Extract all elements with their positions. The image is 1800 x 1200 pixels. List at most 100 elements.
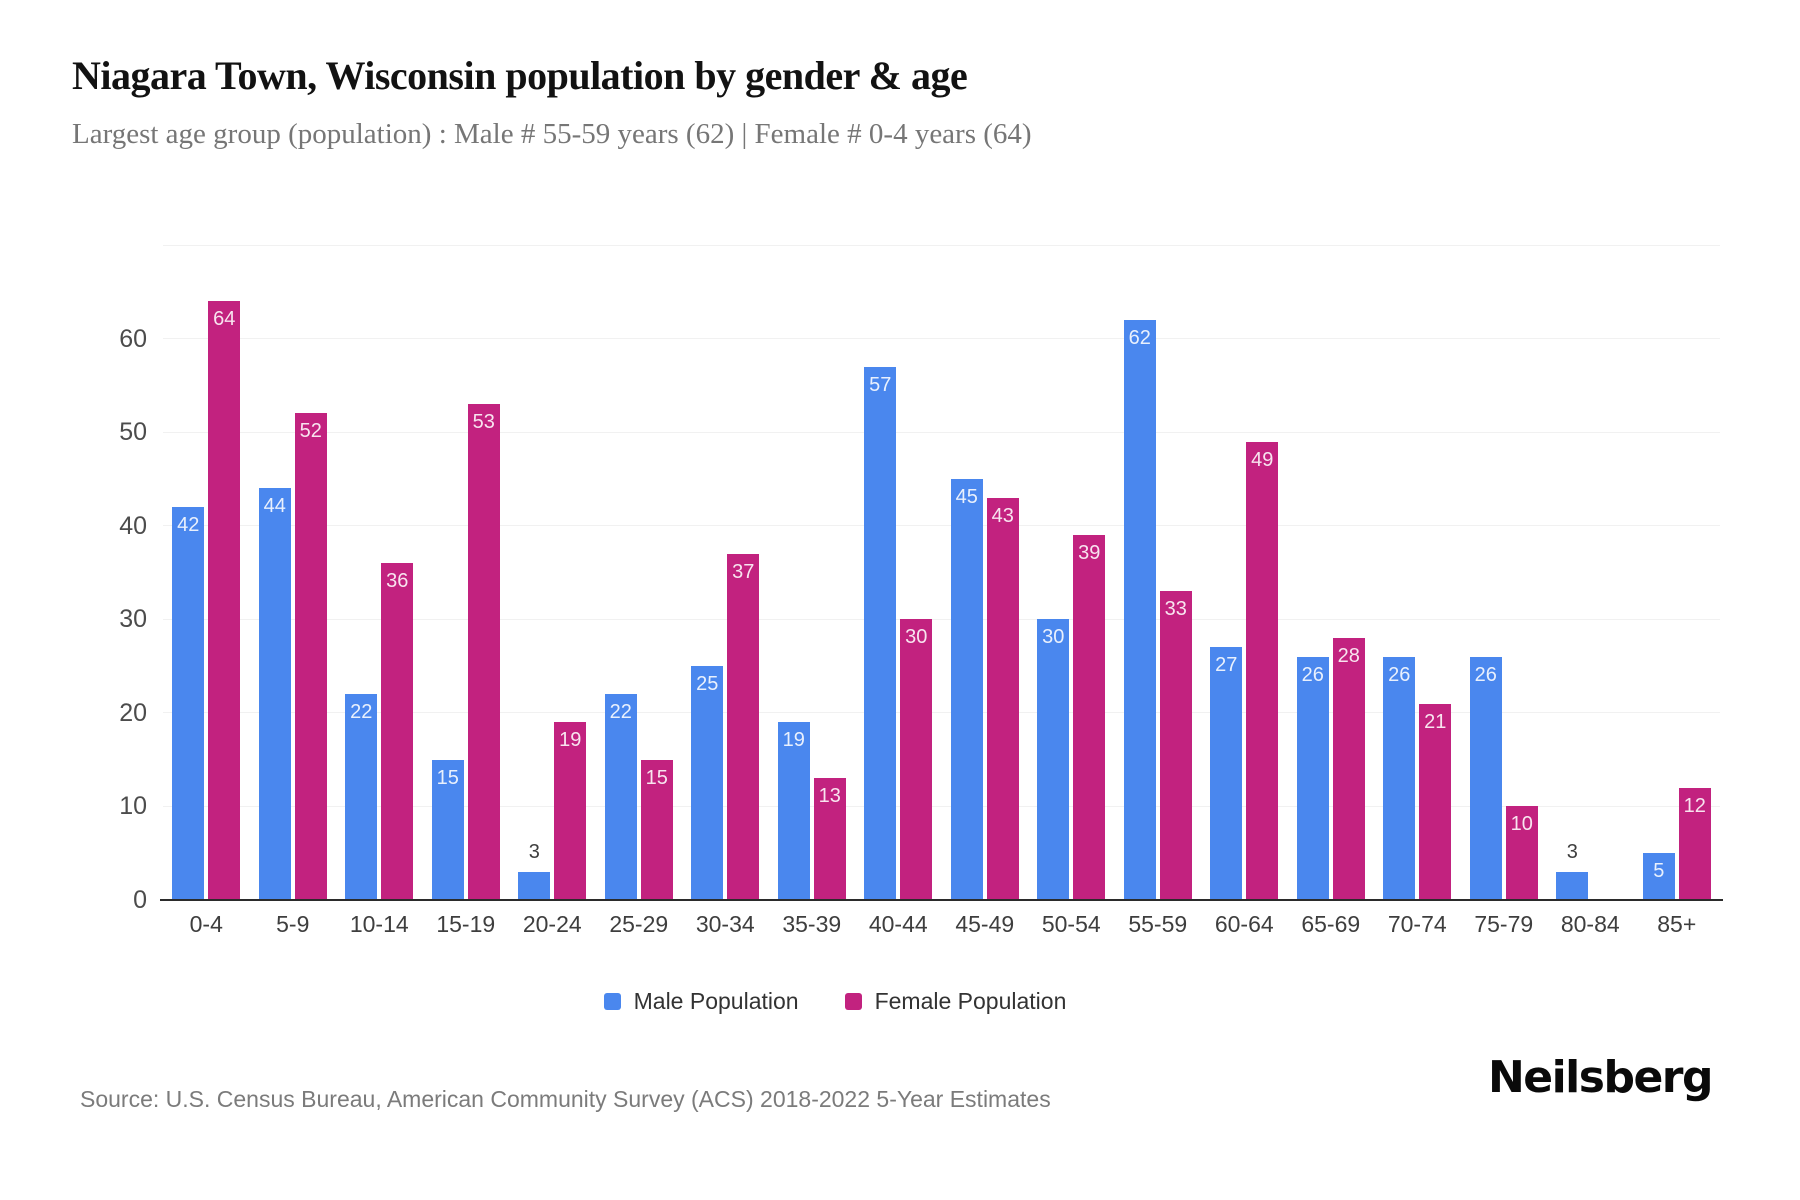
bar-value-label: 15 [436,766,459,789]
bar-female-25-29[interactable]: 15 [640,759,673,900]
bar-value-label: 52 [299,420,322,443]
bar-group-50-54: 30 39 50-54 [1028,245,1115,937]
bar-group-25-29: 22 15 25-29 [596,245,683,937]
x-axis-label-85-: 85+ [1657,911,1697,937]
x-axis-label-30-34: 30-34 [695,911,755,937]
bar-male-85-[interactable]: 5 [1642,853,1675,900]
bar-female-5-9[interactable]: 52 [294,413,327,900]
x-axis-label-35-39: 35-39 [782,911,842,937]
bar-value-label: 37 [732,560,755,583]
bar-group-10-14: 22 36 10-14 [336,245,423,937]
bar-female-10-14[interactable]: 36 [381,563,414,900]
bar-value-label: 27 [1215,654,1238,677]
bar-female-55-59[interactable]: 33 [1159,591,1192,900]
legend-swatch-icon [844,993,862,1010]
bar-male-70-74[interactable]: 26 [1383,656,1416,900]
bar-female-75-79[interactable]: 10 [1505,806,1538,900]
bar-group-0-4: 42 64 0-4 [163,245,250,937]
legend-label: Female Population [874,988,1067,1014]
bar-value-label: 42 [177,514,200,536]
x-axis-label-20-24: 20-24 [522,911,582,937]
x-axis-label-15-19: 15-19 [436,911,496,937]
bar-male-20-24[interactable] [518,871,551,900]
bar-female-40-44[interactable]: 30 [900,619,933,900]
legend-label: Male Population [633,988,799,1014]
bar-value-label: 10 [1510,813,1533,836]
bar-group-45-49: 45 43 45-49 [942,245,1029,937]
bar-male-10-14[interactable]: 22 [345,694,378,900]
x-axis-label-40-44: 40-44 [868,911,928,937]
bar-chart-plot-area: 0 10 20 30 40 50 60 42 64 0-4 44 52 5-9 22 36 10-14 15 53… [119,244,1723,937]
bar-female-65-69[interactable]: 28 [1332,638,1365,900]
bar-female-70-74[interactable]: 21 [1419,703,1452,900]
source-text: Source: U.S. Census Bureau, American Com… [80,1086,1051,1112]
bar-value-label: 49 [1251,448,1274,471]
bar-value-label: 43 [991,504,1014,527]
bar-male-65-69[interactable]: 26 [1296,656,1329,900]
bar-female-30-34[interactable]: 37 [727,553,760,900]
legend-swatch-icon [603,993,621,1010]
bar-value-label: 3 [528,840,540,863]
bar-value-label: 5 [1653,860,1665,883]
bar-value-label: 15 [645,766,668,789]
bar-female-20-24[interactable]: 19 [554,722,587,900]
x-axis-line [160,899,1723,901]
x-axis-label-10-14: 10-14 [349,911,409,937]
legend-item-female-population[interactable]: Female Population [844,988,1067,1015]
bar-male-15-19[interactable]: 15 [431,759,464,900]
bar-male-50-54[interactable]: 30 [1037,619,1070,900]
bar-male-0-4[interactable]: 42 [172,507,205,900]
bar-female-35-39[interactable]: 13 [813,778,846,900]
bar-group-75-79: 26 10 75-79 [1461,245,1548,937]
gridline-40 [163,525,1720,527]
bar-group-85-: 5 12 85+ [1634,245,1721,937]
bar-male-25-29[interactable]: 22 [604,694,637,900]
bar-female-60-64[interactable]: 49 [1246,441,1279,900]
bar-value-label: 30 [1042,626,1065,649]
x-axis-label-55-59: 55-59 [1128,911,1188,937]
bar-value-label: 3 [1566,840,1578,863]
bar-male-60-64[interactable]: 27 [1210,647,1243,900]
bar-value-label: 28 [1337,645,1360,667]
chart-subtitle: Largest age group (population) : Male # … [72,118,1032,150]
bar-value-label: 12 [1683,794,1706,817]
bar-value-label: 21 [1424,710,1447,733]
gridline-70 [163,244,1720,246]
y-axis-tick-label: 30 [119,605,147,634]
bar-male-40-44[interactable]: 57 [864,366,897,900]
bar-female-50-54[interactable]: 39 [1073,535,1106,900]
bar-value-label: 22 [609,701,632,724]
bar-value-label: 13 [818,785,841,808]
bar-group-40-44: 57 30 40-44 [855,245,942,937]
bar-male-75-79[interactable]: 26 [1469,656,1502,900]
bar-group-15-19: 15 53 15-19 [423,245,510,937]
y-axis-tick-label: 20 [119,698,147,727]
bar-male-35-39[interactable]: 19 [777,722,810,900]
bar-value-label: 22 [350,701,373,724]
x-axis-label-80-84: 80-84 [1560,911,1620,937]
x-axis-label-0-4: 0-4 [189,911,223,937]
bar-male-80-84[interactable] [1556,871,1589,900]
bar-male-30-34[interactable]: 25 [691,666,724,900]
legend-item-male-population[interactable]: Male Population [603,988,799,1015]
y-axis-tick-label: 60 [119,324,147,353]
bar-male-45-49[interactable]: 45 [950,478,983,900]
bar-female-45-49[interactable]: 43 [986,497,1019,900]
x-axis-label-25-29: 25-29 [609,911,669,937]
x-axis-label-70-74: 70-74 [1387,911,1447,937]
bar-male-5-9[interactable]: 44 [258,488,291,900]
bar-female-15-19[interactable]: 53 [467,404,500,900]
bar-value-label: 53 [472,411,495,434]
bar-female-0-4[interactable]: 64 [208,301,241,900]
gridline-60 [163,338,1720,340]
x-axis-label-45-49: 45-49 [955,911,1015,937]
bar-male-55-59[interactable]: 62 [1123,319,1156,900]
y-axis-tick-label: 50 [119,418,147,447]
bar-group-20-24: 3 19 20-24 [509,245,596,937]
bar-group-60-64: 27 49 60-64 [1201,245,1288,937]
gridline-30 [163,618,1720,620]
bar-group-80-84: 3 80-84 [1547,245,1634,937]
bar-value-label: 44 [263,495,286,518]
bar-female-85-[interactable]: 12 [1678,787,1711,900]
bar-value-label: 57 [869,373,892,396]
